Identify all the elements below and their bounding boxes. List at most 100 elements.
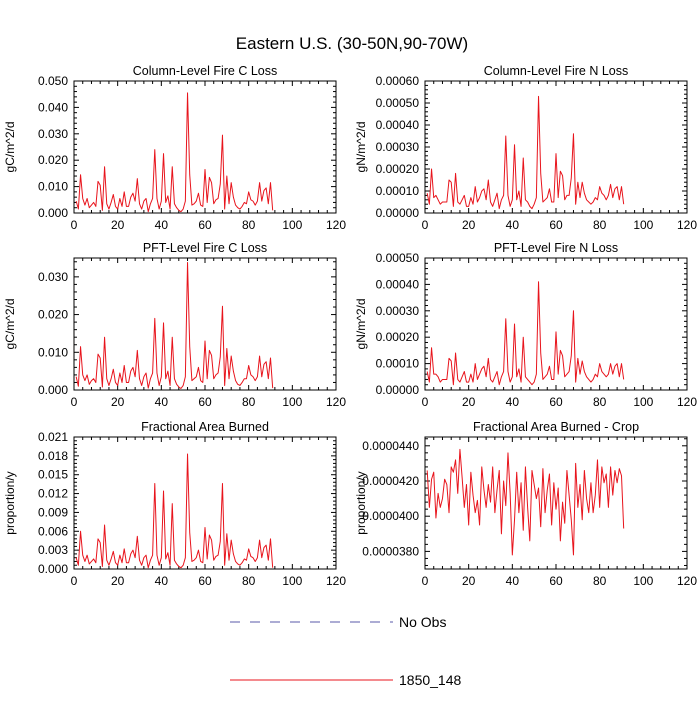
y-tick-label: 0.000: [38, 562, 68, 576]
plot-frame: [424, 80, 688, 214]
x-tick-label: 40: [506, 574, 520, 588]
legend: No Obs 1850_148: [230, 614, 462, 688]
y-tick-label: 0.003: [38, 543, 68, 557]
panel-title: PFT-Level Fire C Loss: [143, 241, 267, 255]
x-tick-label: 40: [506, 395, 520, 409]
y-tick-label: 0.00050: [376, 251, 420, 265]
y-axis-label: gN/m^2/d: [354, 299, 368, 350]
panel-title: Fractional Area Burned - Crop: [473, 420, 639, 434]
x-tick-label: 60: [549, 218, 563, 232]
x-tick-label: 100: [282, 218, 302, 232]
y-tick-label: 0.000: [38, 383, 68, 397]
panel-title: Fractional Area Burned: [141, 420, 269, 434]
series-line-1850-148: [75, 262, 274, 389]
x-tick-label: 120: [326, 395, 346, 409]
series-line-1850-148: [75, 92, 274, 213]
x-tick-label: 80: [593, 395, 607, 409]
y-tick-label: 0.010: [38, 345, 68, 359]
chart-panel-2: Column-Level Fire N Loss gN/m^2/d 0 20 40 60 8…: [354, 64, 697, 232]
panel-title: Column-Level Fire C Loss: [133, 64, 278, 78]
series-line-1850-148: [426, 448, 625, 556]
x-tick-label: 0: [422, 218, 429, 232]
y-axis-label: proportion/y: [354, 471, 368, 534]
x-tick-label: 100: [633, 395, 653, 409]
y-tick-label: 0.00010: [376, 357, 420, 371]
chart-panel-4: PFT-Level Fire N Loss gN/m^2/d 0 20 40 60 80 10…: [354, 241, 697, 409]
y-tick-label: 0.030: [38, 127, 68, 141]
y-tick-label: 0.00020: [376, 162, 420, 176]
chart-panel-6: Fractional Area Burned - Crop proportion/…: [354, 420, 697, 588]
panel-title: Column-Level Fire N Loss: [484, 64, 629, 78]
plot-frame: [73, 436, 337, 570]
x-tick-label: 0: [422, 574, 429, 588]
x-tick-label: 40: [155, 395, 169, 409]
x-tick-label: 120: [677, 218, 697, 232]
x-tick-label: 40: [155, 218, 169, 232]
x-tick-label: 80: [242, 574, 256, 588]
y-tick-label: 0.012: [38, 487, 68, 501]
y-tick-label: 0.050: [38, 74, 68, 88]
chart-panel-3: PFT-Level Fire C Loss gC/m^2/d 0 20 40 60 80 10…: [3, 241, 346, 409]
y-tick-label: 0.0000420: [362, 474, 419, 488]
x-tick-label: 100: [633, 218, 653, 232]
y-tick-label: 0.018: [38, 449, 68, 463]
y-tick-label: 0.00040: [376, 277, 420, 291]
chart-panel-5: Fractional Area Burned proportion/y 0 20 40 6…: [3, 420, 346, 588]
x-tick-label: 20: [111, 574, 125, 588]
y-tick-label: 0.0000440: [362, 439, 419, 453]
x-tick-label: 100: [282, 395, 302, 409]
x-tick-label: 0: [71, 574, 78, 588]
x-tick-label: 60: [198, 218, 212, 232]
y-tick-label: 0.00000: [376, 206, 420, 220]
y-tick-label: 0.015: [38, 468, 68, 482]
y-tick-label: 0.006: [38, 524, 68, 538]
y-tick-label: 0.0000400: [362, 509, 419, 523]
series-line-1850-148: [75, 453, 274, 569]
y-tick-label: 0.020: [38, 153, 68, 167]
series-line-1850-148: [426, 95, 625, 210]
x-tick-label: 80: [593, 574, 607, 588]
x-tick-label: 120: [677, 574, 697, 588]
y-tick-label: 0.020: [38, 308, 68, 322]
y-tick-label: 0.000: [38, 206, 68, 220]
y-axis-label: gC/m^2/d: [3, 299, 17, 350]
x-tick-label: 60: [549, 395, 563, 409]
x-tick-label: 120: [326, 218, 346, 232]
y-tick-label: 0.00060: [376, 74, 420, 88]
x-tick-label: 40: [506, 218, 520, 232]
x-tick-label: 20: [462, 395, 476, 409]
x-tick-label: 60: [198, 574, 212, 588]
y-tick-label: 0.010: [38, 180, 68, 194]
x-tick-label: 0: [422, 395, 429, 409]
y-tick-label: 0.00030: [376, 304, 420, 318]
x-tick-label: 0: [71, 395, 78, 409]
x-tick-label: 120: [326, 574, 346, 588]
y-tick-label: 0.009: [38, 505, 68, 519]
x-tick-label: 100: [282, 574, 302, 588]
x-tick-label: 20: [111, 395, 125, 409]
y-tick-label: 0.030: [38, 270, 68, 284]
x-tick-label: 20: [462, 574, 476, 588]
figure-title: Eastern U.S. (30-50N,90-70W): [236, 34, 468, 53]
y-tick-label: 0.021: [38, 430, 68, 444]
y-tick-label: 0.040: [38, 100, 68, 114]
series-line-1850-148: [426, 281, 625, 386]
y-axis-label: gN/m^2/d: [354, 122, 368, 173]
y-tick-label: 0.00030: [376, 140, 420, 154]
y-axis-label: gC/m^2/d: [3, 122, 17, 173]
y-tick-label: 0.0000380: [362, 544, 419, 558]
chart-panel-1: Column-Level Fire C Loss gC/m^2/d 0 20 40 60 8…: [3, 64, 346, 232]
y-axis-label: proportion/y: [3, 471, 17, 534]
y-tick-label: 0.00020: [376, 330, 420, 344]
x-tick-label: 120: [677, 395, 697, 409]
y-tick-label: 0.00040: [376, 118, 420, 132]
panel-title: PFT-Level Fire N Loss: [494, 241, 618, 255]
legend-label-no-obs: No Obs: [399, 614, 446, 630]
y-tick-label: 0.00000: [376, 383, 420, 397]
y-tick-label: 0.00010: [376, 184, 420, 198]
x-tick-label: 40: [155, 574, 169, 588]
x-tick-label: 60: [198, 395, 212, 409]
x-tick-label: 20: [462, 218, 476, 232]
plot-frame: [73, 80, 337, 214]
